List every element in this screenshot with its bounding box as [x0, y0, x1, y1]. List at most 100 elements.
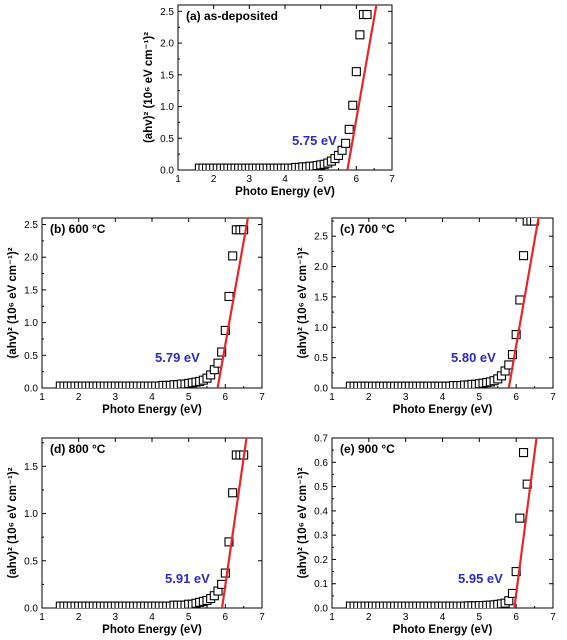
fit-line — [507, 218, 540, 388]
y-tick-label: 0.0 — [314, 384, 328, 395]
marker-group — [55, 225, 249, 388]
y-tick-label: 1.0 — [24, 318, 38, 329]
panel-title: (c) 700 °C — [340, 222, 395, 236]
y-tick-label: 0.5 — [314, 353, 328, 364]
y-tick-label: 1.5 — [314, 292, 328, 303]
data-point — [220, 568, 230, 578]
y-axis-title: (ahv)² (10⁶ eV cm⁻¹)² — [7, 467, 19, 578]
plot-frame — [41, 217, 263, 389]
band-gap-label: 5.80 eV — [451, 350, 496, 365]
panel-title: (a) as-deposited — [186, 9, 278, 23]
y-tick-label: 1.0 — [24, 509, 38, 520]
x-tick-label: 1 — [175, 174, 181, 185]
fit-line — [220, 438, 248, 608]
marker-group — [345, 448, 532, 608]
x-tick-label: 3 — [403, 392, 409, 403]
data-point — [351, 67, 361, 77]
x-tick-label: 7 — [259, 612, 265, 623]
x-tick-label: 1 — [329, 612, 335, 623]
data-point — [224, 537, 234, 547]
x-tick-label: 7 — [550, 392, 556, 403]
x-axis-title: Photo Energy (eV) — [102, 404, 202, 416]
panel-title: (e) 900 °C — [340, 442, 395, 456]
x-tick-label: 4 — [282, 174, 288, 185]
band-gap-label: 5.95 eV — [458, 571, 503, 586]
y-tick-label: 1.5 — [24, 285, 38, 296]
data-point — [518, 448, 529, 458]
data-point — [348, 100, 358, 110]
marker-group — [345, 218, 540, 388]
y-tick-label: 0.4 — [314, 506, 328, 517]
x-tick-label: 1 — [39, 392, 45, 403]
data-point — [518, 251, 529, 261]
x-tick-label: 7 — [259, 392, 265, 403]
y-tick-label: 0.0 — [160, 166, 174, 177]
chart-panel-4: 1 2 3 4 5 6 7 0.0 0.1 0.2 0.3 0.4 0.5 0.6 0.7 Photo Ene… — [297, 434, 556, 637]
y-tick-label: 0.5 — [24, 351, 38, 362]
x-tick-label: 3 — [113, 612, 119, 623]
x-tick-label: 5 — [318, 174, 324, 185]
x-tick-label: 3 — [247, 174, 253, 185]
chart-panel-1: 1 2 3 4 5 6 7 0.0 0.5 1.0 1.5 2.0 2.5 Photo Energy (e… — [7, 217, 265, 416]
data-point — [344, 124, 354, 134]
plot-frame — [331, 437, 554, 609]
x-tick-label: 5 — [477, 392, 483, 403]
plot-frame — [177, 4, 393, 171]
band-gap-label: 5.79 eV — [155, 350, 200, 365]
x-tick-label: 6 — [513, 612, 519, 623]
marker-group — [55, 450, 249, 608]
x-tick-label: 1 — [39, 612, 45, 623]
data-point — [511, 330, 521, 340]
x-tick-label: 4 — [149, 392, 155, 403]
x-tick-label: 7 — [389, 174, 395, 185]
data-point — [228, 251, 238, 261]
y-tick-label: 2.5 — [314, 232, 328, 243]
x-axis-title: Photo Energy (eV) — [393, 404, 493, 416]
y-axis-title: (ahv)² (10⁶ eV cm⁻¹)² — [143, 32, 155, 143]
y-tick-label: 0.2 — [314, 555, 328, 566]
chart-panel-0: 1 2 3 4 5 6 7 0.0 0.5 1.0 1.5 2.0 2.5 Photo Energy (e… — [143, 4, 395, 198]
y-tick-label: 2.0 — [24, 253, 38, 264]
y-tick-label: 1.0 — [314, 323, 328, 334]
marker-group — [194, 9, 372, 170]
x-tick-label: 4 — [440, 612, 446, 623]
fit-line — [346, 5, 378, 170]
y-axis-title: (ahv)² (10⁶ eV cm⁻¹)² — [297, 247, 309, 358]
x-tick-label: 4 — [149, 612, 155, 623]
fit-line — [216, 218, 249, 388]
y-tick-label: 1.0 — [160, 102, 174, 113]
x-tick-label: 6 — [223, 612, 229, 623]
x-tick-label: 4 — [440, 392, 446, 403]
x-tick-label: 2 — [76, 612, 82, 623]
y-tick-label: 2.0 — [160, 39, 174, 50]
y-tick-label: 2.5 — [160, 7, 174, 18]
x-axis-title: Photo Energy (eV) — [235, 186, 335, 198]
data-point — [228, 488, 238, 498]
plot-frame — [41, 437, 263, 609]
x-tick-label: 5 — [477, 612, 483, 623]
chart-panel-2: 1 2 3 4 5 6 7 0.0 0.5 1.0 1.5 2.0 2.5 Photo Energy (e… — [297, 217, 556, 416]
y-tick-label: 2.0 — [314, 262, 328, 273]
data-point — [220, 325, 230, 336]
x-tick-label: 6 — [513, 392, 519, 403]
y-tick-label: 1.5 — [160, 70, 174, 81]
chart-panel-3: 1 2 3 4 5 6 7 0.0 0.5 1.0 1.5 Photo Energy (eV) (ahv… — [7, 437, 265, 636]
y-tick-label: 0.5 — [160, 134, 174, 145]
x-tick-label: 2 — [76, 392, 82, 403]
x-tick-label: 5 — [186, 612, 192, 623]
x-tick-label: 1 — [329, 392, 335, 403]
x-tick-label: 2 — [211, 174, 217, 185]
y-tick-label: 0.7 — [314, 434, 328, 445]
y-tick-label: 0.6 — [314, 458, 328, 469]
x-tick-label: 5 — [186, 392, 192, 403]
x-tick-label: 6 — [354, 174, 360, 185]
fit-line — [513, 438, 538, 608]
data-point — [217, 347, 227, 357]
y-tick-label: 0.1 — [314, 579, 328, 590]
x-axis-title: Photo Energy (eV) — [102, 624, 202, 636]
y-tick-label: 0.5 — [314, 482, 328, 493]
x-tick-label: 2 — [366, 392, 372, 403]
data-point — [224, 291, 234, 302]
data-point — [515, 513, 525, 523]
